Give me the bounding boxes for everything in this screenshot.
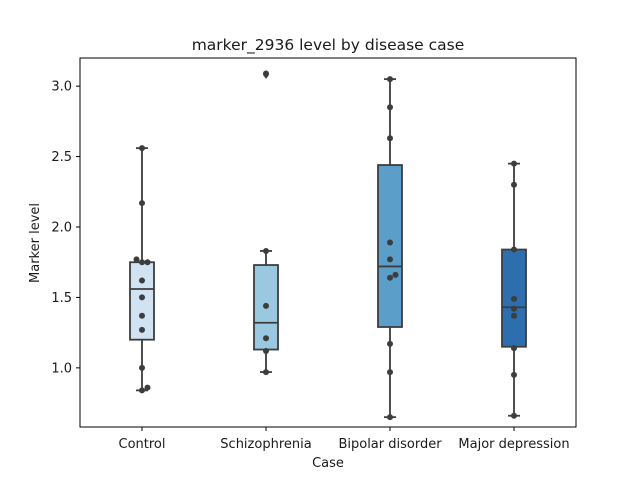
data-point xyxy=(387,256,393,263)
data-point xyxy=(139,294,145,301)
data-point xyxy=(511,295,517,302)
data-point xyxy=(263,302,269,309)
data-point xyxy=(511,160,517,167)
x-tick-label: Control xyxy=(119,437,166,452)
data-point xyxy=(139,277,145,284)
x-tick-label: Major depression xyxy=(458,437,569,452)
chart-title: marker_2936 level by disease case xyxy=(192,36,465,55)
data-point xyxy=(139,145,145,152)
data-point xyxy=(387,274,393,281)
box xyxy=(377,164,403,328)
x-axis-label: Case xyxy=(312,456,344,471)
data-point xyxy=(144,259,151,266)
data-point xyxy=(511,345,517,352)
box xyxy=(129,261,155,341)
y-axis-label: Marker level xyxy=(28,203,43,283)
data-point xyxy=(133,256,140,263)
data-point xyxy=(511,371,517,378)
x-tick-label: Bipolar disorder xyxy=(338,437,442,452)
x-tick-label: Schizophrenia xyxy=(220,437,311,452)
data-point xyxy=(387,340,393,347)
plot-frame xyxy=(79,57,577,428)
y-tick-label: 1.0 xyxy=(51,361,72,376)
data-point xyxy=(511,246,517,253)
data-point xyxy=(139,312,145,319)
data-point xyxy=(263,335,269,342)
data-point xyxy=(139,364,145,371)
data-point xyxy=(387,239,393,246)
data-point xyxy=(139,259,145,266)
data-point xyxy=(139,387,145,394)
y-tick-label: 3.0 xyxy=(51,80,72,95)
data-point xyxy=(392,271,399,278)
data-point xyxy=(387,76,393,83)
y-tick-label: 2.0 xyxy=(51,221,72,236)
y-tick-label: 1.5 xyxy=(51,291,72,306)
data-point xyxy=(387,414,393,421)
data-point xyxy=(263,369,269,376)
data-point xyxy=(387,135,393,142)
data-point xyxy=(139,200,145,207)
data-point xyxy=(387,369,393,376)
data-point xyxy=(511,312,517,319)
data-point xyxy=(511,305,517,312)
plot-area: 1.0 1.5 2.0 2.5 3.0 Control Schizophrenia Bipol… xyxy=(51,57,577,452)
data-point xyxy=(511,181,517,188)
data-point xyxy=(263,247,269,254)
data-point xyxy=(263,70,269,77)
data-point xyxy=(387,104,393,111)
data-point xyxy=(511,412,517,419)
data-point xyxy=(263,347,269,354)
data-point xyxy=(139,326,145,333)
data-point xyxy=(144,384,151,391)
y-tick-label: 2.5 xyxy=(51,150,72,165)
